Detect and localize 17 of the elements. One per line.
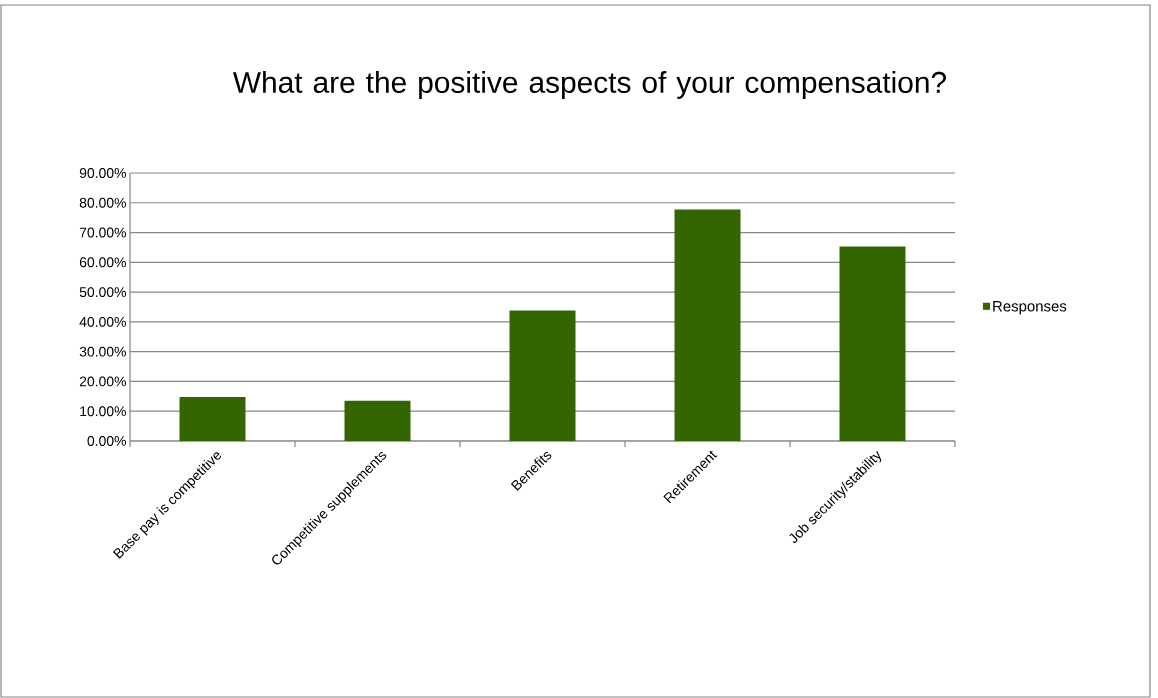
y-tick-label: 30.00% [79, 346, 126, 357]
y-tick-label: 80.00% [79, 197, 126, 208]
y-tick-label: 20.00% [79, 376, 126, 387]
y-tick-label: 90.00% [79, 168, 126, 178]
y-tick-label: 70.00% [79, 227, 126, 238]
y-tick-label: 40.00% [79, 316, 126, 327]
y-tick-label: 60.00% [79, 257, 126, 268]
bar [179, 396, 246, 441]
bar [344, 400, 411, 441]
y-tick-label: 50.00% [79, 287, 126, 298]
y-tick-label: 10.00% [80, 406, 126, 417]
bar [839, 246, 906, 441]
y-tick-label: 0.00% [87, 436, 126, 446]
bar [509, 310, 576, 441]
chart-title: What are the positive aspects of your compensation? [232, 71, 946, 99]
legend-label: Responses [993, 301, 1067, 315]
bar [674, 209, 741, 441]
